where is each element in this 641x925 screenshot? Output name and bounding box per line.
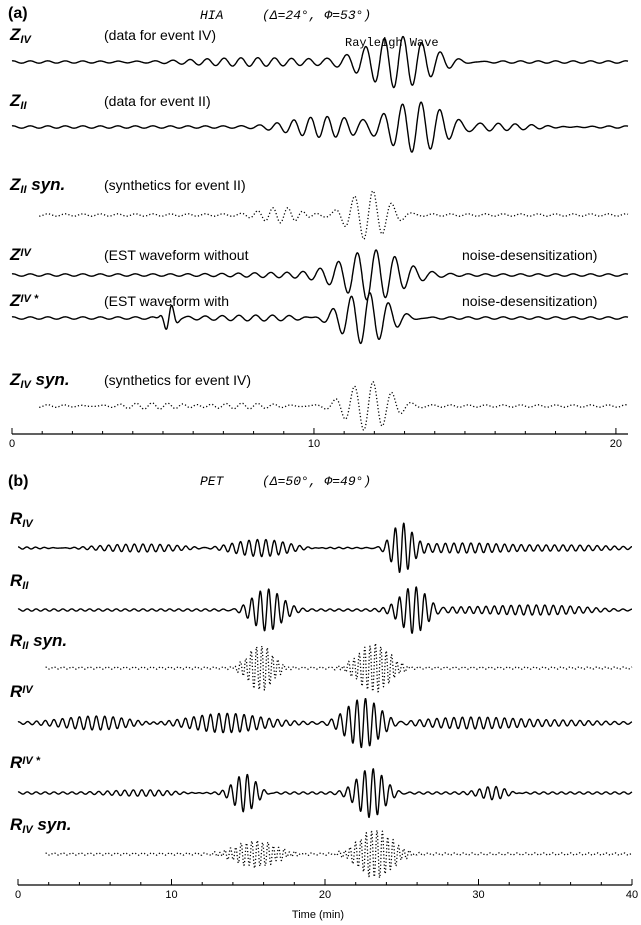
waveform-trace bbox=[11, 249, 629, 301]
station-name: PET bbox=[200, 474, 225, 489]
trace-description-continued: noise-desensitization) bbox=[462, 247, 597, 263]
station-name: HIA bbox=[200, 8, 224, 23]
waveform-trace bbox=[17, 586, 633, 634]
trace-description-continued: noise-desensitization) bbox=[462, 293, 597, 309]
trace-label: ZIV bbox=[9, 245, 32, 264]
trace-group: RIV RII RII syn. RIV RIV * RIV syn. bbox=[10, 509, 633, 879]
time-axis: 0 10 20 bbox=[9, 428, 628, 450]
tick-label: 10 bbox=[165, 889, 177, 901]
trace-label: ZIV bbox=[9, 25, 32, 46]
waveform-trace bbox=[17, 698, 633, 749]
station-geometry: (Δ=24°, Φ=53°) bbox=[262, 8, 371, 23]
trace-label: RIV bbox=[10, 682, 34, 701]
waveform-trace bbox=[38, 190, 629, 240]
waveform-trace bbox=[45, 642, 633, 693]
trace-label: ZII bbox=[9, 91, 27, 112]
trace-label: RIV syn. bbox=[10, 815, 71, 836]
trace-description: (EST waveform without bbox=[104, 247, 249, 263]
trace-description: (synthetics for event IV) bbox=[104, 372, 251, 388]
waveform-trace bbox=[45, 829, 633, 879]
trace-label: RII bbox=[10, 571, 29, 592]
trace-label: RIV bbox=[10, 509, 34, 530]
rayleigh-wave-annotation: Rayleigh Wave bbox=[345, 36, 439, 50]
tick-label: 20 bbox=[610, 438, 622, 450]
trace-description: (data for event II) bbox=[104, 93, 211, 109]
trace-description: (EST waveform with bbox=[104, 293, 229, 309]
tick-label: 40 bbox=[626, 889, 638, 901]
trace-label: ZIV syn. bbox=[9, 370, 70, 391]
trace-label: ZII syn. bbox=[9, 175, 65, 196]
panel-a: (a) HIA (Δ=24°, Φ=53°) Rayleigh Wave ZIV… bbox=[8, 5, 629, 450]
tick-label: 0 bbox=[9, 438, 15, 450]
tick-label: 10 bbox=[308, 438, 320, 450]
waveform-trace bbox=[11, 101, 629, 153]
trace-label: ZIV * bbox=[9, 291, 39, 310]
trace-label: RII syn. bbox=[10, 631, 67, 652]
waveform-trace bbox=[11, 35, 629, 89]
station-geometry: (Δ=50°, Φ=49°) bbox=[262, 474, 371, 489]
waveform-trace bbox=[17, 522, 633, 573]
trace-label: RIV * bbox=[10, 753, 41, 772]
trace-description: (synthetics for event II) bbox=[104, 177, 246, 193]
time-axis: 0 10 20 30 40 bbox=[15, 879, 638, 901]
tick-label: 0 bbox=[15, 889, 21, 901]
waveform-trace bbox=[38, 381, 629, 431]
waveform-trace bbox=[11, 292, 629, 345]
x-axis-title: Time (min) bbox=[292, 909, 344, 921]
trace-group: ZIV (data for event IV) ZII (data for event… bbox=[9, 25, 629, 431]
trace-description: (data for event IV) bbox=[104, 27, 216, 43]
tick-label: 20 bbox=[319, 889, 331, 901]
panel-label: (b) bbox=[8, 473, 28, 490]
panel-label: (a) bbox=[8, 5, 28, 22]
tick-label: 30 bbox=[472, 889, 484, 901]
waveform-trace bbox=[17, 768, 633, 819]
